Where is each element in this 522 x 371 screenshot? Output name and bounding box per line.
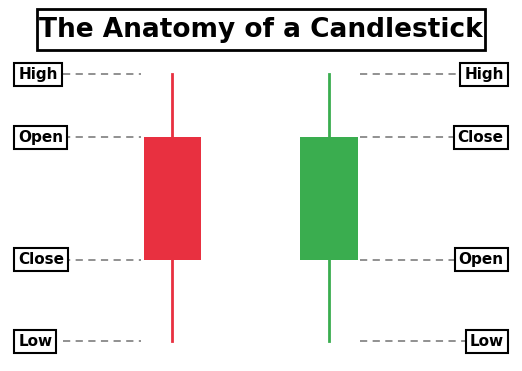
Text: High: High bbox=[18, 67, 58, 82]
Text: Close: Close bbox=[458, 130, 504, 145]
Text: Open: Open bbox=[18, 130, 63, 145]
Text: Close: Close bbox=[18, 252, 64, 267]
Text: High: High bbox=[464, 67, 504, 82]
Text: Low: Low bbox=[470, 334, 504, 349]
Text: Low: Low bbox=[18, 334, 52, 349]
Bar bbox=[300, 137, 358, 260]
FancyBboxPatch shape bbox=[37, 9, 485, 50]
Text: The Anatomy of a Candlestick: The Anatomy of a Candlestick bbox=[39, 17, 483, 43]
Text: Open: Open bbox=[459, 252, 504, 267]
Bar bbox=[144, 137, 201, 260]
